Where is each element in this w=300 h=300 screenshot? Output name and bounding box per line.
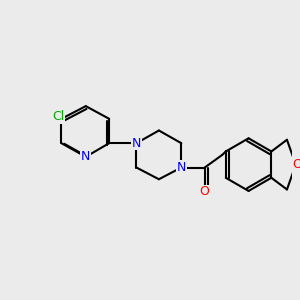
Text: N: N (132, 137, 141, 150)
Text: O: O (292, 158, 300, 171)
Text: O: O (199, 185, 209, 198)
Text: N: N (81, 150, 91, 163)
Text: Cl: Cl (52, 110, 64, 123)
Text: N: N (177, 161, 186, 174)
